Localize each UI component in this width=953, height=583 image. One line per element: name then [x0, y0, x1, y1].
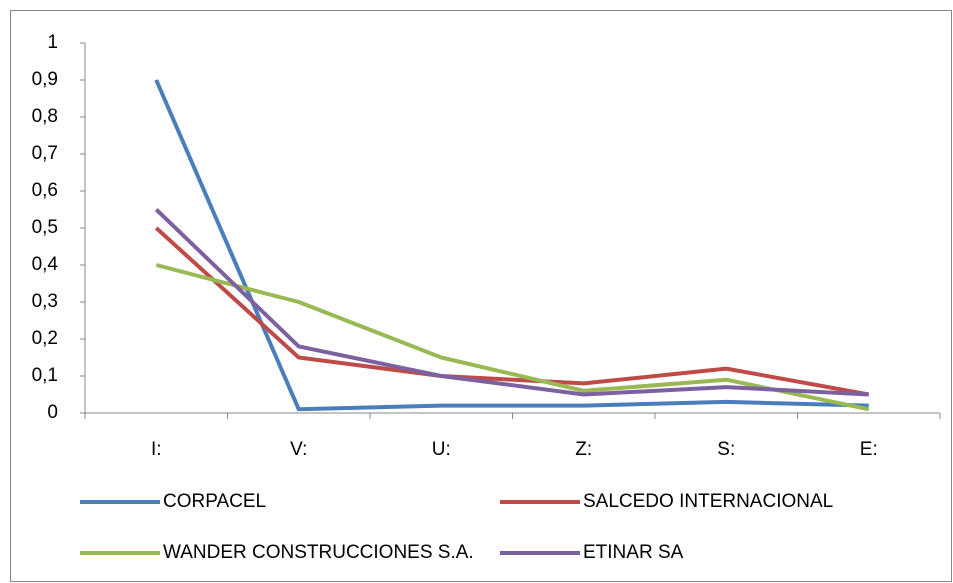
legend-label: WANDER CONSTRUCCIONES S.A. — [163, 542, 474, 563]
x-tick-label: E: — [860, 439, 878, 460]
y-tick-label: 0,5 — [32, 217, 58, 238]
y-tick-label: 0,1 — [32, 365, 58, 386]
y-tick-label: 0,3 — [32, 291, 58, 312]
y-tick-label: 0,2 — [32, 328, 58, 349]
series-line — [154, 208, 869, 397]
x-tick-label: I: — [151, 439, 162, 460]
y-tick-label: 0,4 — [32, 254, 59, 275]
series-line — [154, 226, 870, 397]
x-tick-label: S: — [717, 439, 735, 460]
series-line — [155, 263, 870, 412]
y-tick-label: 0,6 — [32, 180, 58, 201]
legend-label: CORPACEL — [163, 491, 266, 512]
x-tick-label: Z: — [575, 439, 592, 460]
y-tick-label: 1 — [47, 32, 58, 53]
y-tick-label: 0 — [47, 402, 58, 423]
legend-label: SALCEDO INTERNACIONAL — [583, 491, 833, 512]
legend-label: ETINAR SA — [583, 542, 684, 563]
y-tick-label: 0,9 — [32, 69, 58, 90]
x-tick-label: V: — [290, 439, 307, 460]
series-line — [154, 79, 869, 412]
y-tick-label: 0,8 — [32, 106, 58, 127]
y-tick-label: 0,7 — [32, 143, 58, 164]
x-tick-label: U: — [432, 439, 451, 460]
